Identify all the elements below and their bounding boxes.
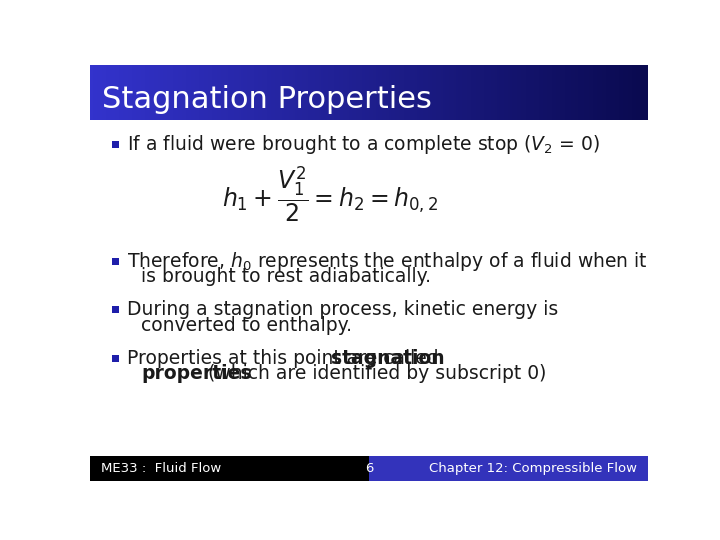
Text: Therefore, $h_0$ represents the enthalpy of a fluid when it: Therefore, $h_0$ represents the enthalpy… xyxy=(127,249,648,273)
Bar xyxy=(90,456,369,481)
Text: properties: properties xyxy=(141,364,252,383)
Text: ME33 :  Fluid Flow: ME33 : Fluid Flow xyxy=(101,462,221,475)
Text: During a stagnation process, kinetic energy is: During a stagnation process, kinetic ene… xyxy=(127,300,559,319)
Bar xyxy=(112,306,119,313)
Bar xyxy=(112,355,119,362)
Bar xyxy=(112,258,119,265)
Text: Chapter 12: Compressible Flow: Chapter 12: Compressible Flow xyxy=(429,462,637,475)
Bar xyxy=(369,456,648,481)
Text: 6: 6 xyxy=(365,462,373,475)
Text: If a fluid were brought to a complete stop ($V_2$ = 0): If a fluid were brought to a complete st… xyxy=(127,133,600,156)
Bar xyxy=(112,140,119,147)
Text: stagnation: stagnation xyxy=(331,349,445,368)
Text: Stagnation Properties: Stagnation Properties xyxy=(102,85,432,114)
Text: $h_1 + \dfrac{V_1^2}{2} = h_2 = h_{0,2}$: $h_1 + \dfrac{V_1^2}{2} = h_2 = h_{0,2}$ xyxy=(222,164,438,224)
Text: is brought to rest adiabatically.: is brought to rest adiabatically. xyxy=(141,267,431,286)
Text: (which are identified by subscript 0): (which are identified by subscript 0) xyxy=(202,364,546,383)
Text: Properties at this point are called: Properties at this point are called xyxy=(127,349,445,368)
Text: converted to enthalpy.: converted to enthalpy. xyxy=(141,315,352,335)
